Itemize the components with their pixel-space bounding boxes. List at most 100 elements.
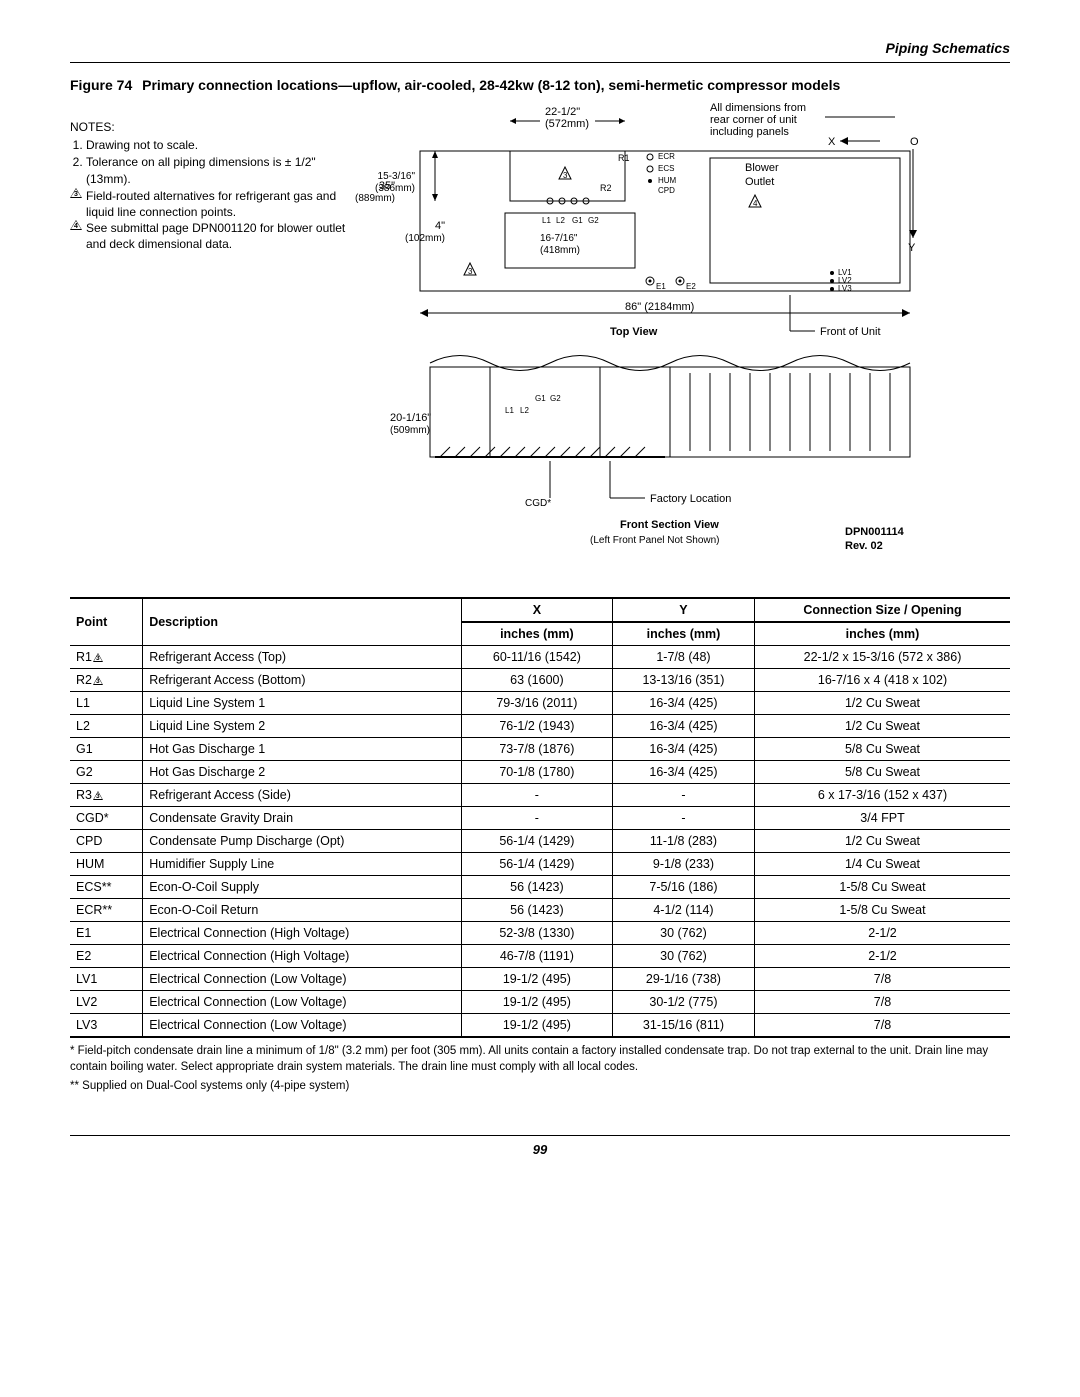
cell-x: 56 (1423): [461, 876, 612, 899]
cell-point: LV3: [70, 1014, 143, 1038]
cell-point: CPD: [70, 830, 143, 853]
label-factory: Factory Location: [650, 493, 731, 505]
cell-x: 56-1/4 (1429): [461, 853, 612, 876]
notes-heading: NOTES:: [70, 119, 360, 135]
tri-icon: 3: [93, 653, 103, 662]
cell-y: 9-1/8 (233): [612, 853, 754, 876]
label-l1: L1: [542, 216, 551, 225]
tri-icon: 3: [93, 791, 103, 800]
cell-x: -: [461, 784, 612, 807]
th-desc: Description: [143, 598, 462, 646]
table-row: LV3Electrical Connection (Low Voltage)19…: [70, 1014, 1010, 1038]
table-row: G1Hot Gas Discharge 173-7/8 (1876)16-3/4…: [70, 738, 1010, 761]
cell-conn: 1/2 Cu Sweat: [755, 715, 1011, 738]
cell-y: 30 (762): [612, 922, 754, 945]
cell-conn: 5/8 Cu Sweat: [755, 738, 1011, 761]
cell-conn: 2-1/2: [755, 945, 1011, 968]
label-r1: R1: [618, 153, 630, 163]
cell-x: 60-11/16 (1542): [461, 646, 612, 669]
cell-y: 16-3/4 (425): [612, 738, 754, 761]
cell-conn: 1-5/8 Cu Sweat: [755, 899, 1011, 922]
label-e2: E2: [686, 282, 696, 291]
cell-y: 1-7/8 (48): [612, 646, 754, 669]
table-row: G2Hot Gas Discharge 270-1/8 (1780)16-3/4…: [70, 761, 1010, 784]
table-row: LV1Electrical Connection (Low Voltage)19…: [70, 968, 1010, 991]
table-row: HUMHumidifier Supply Line56-1/4 (1429)9-…: [70, 853, 1010, 876]
cell-conn: 1/2 Cu Sweat: [755, 830, 1011, 853]
label-ecr: ECR: [658, 152, 675, 161]
label-blower: Blower: [745, 162, 779, 174]
cell-x: 19-1/2 (495): [461, 1014, 612, 1038]
cell-x: 70-1/8 (1780): [461, 761, 612, 784]
label-g1: G1: [572, 216, 583, 225]
table-row: R33Refrigerant Access (Side)--6 x 17-3/1…: [70, 784, 1010, 807]
cell-desc: Refrigerant Access (Side): [143, 784, 462, 807]
rev: Rev. 02: [845, 540, 883, 552]
top-view-label: Top View: [610, 326, 658, 338]
cell-y: 4-1/2 (114): [612, 899, 754, 922]
label-o: O: [910, 136, 919, 148]
label-e1: E1: [656, 282, 666, 291]
label-cgd-f: CGD*: [525, 498, 551, 509]
cell-x: -: [461, 807, 612, 830]
label-cpd: CPD: [658, 186, 675, 195]
label-lv3: LV3: [838, 284, 852, 293]
cell-desc: Refrigerant Access (Bottom): [143, 669, 462, 692]
cell-point: R33: [70, 784, 143, 807]
dim-35: 35": [379, 180, 395, 192]
table-row: CPDCondensate Pump Discharge (Opt)56-1/4…: [70, 830, 1010, 853]
cell-x: 46-7/8 (1191): [461, 945, 612, 968]
footnote-1: * Field-pitch condensate drain line a mi…: [70, 1044, 1010, 1075]
page-number: 99: [70, 1142, 1010, 1157]
connections-table: Point Description X Y Connection Size / …: [70, 597, 1010, 1038]
dpn: DPN001114: [845, 526, 905, 538]
cell-point: LV2: [70, 991, 143, 1014]
cell-point: LV1: [70, 968, 143, 991]
label-r2: R2: [600, 183, 612, 193]
dim-102: (102mm): [405, 233, 445, 244]
label-l2: L2: [556, 216, 565, 225]
dim-16-716: 16-7/16": [540, 233, 578, 244]
label-l2-f: L2: [520, 406, 529, 415]
cell-y: 29-1/16 (738): [612, 968, 754, 991]
th-conn: Connection Size / Opening: [755, 598, 1011, 622]
dim-86: 86" (2184mm): [625, 301, 694, 313]
table-row: L1Liquid Line System 179-3/16 (2011)16-3…: [70, 692, 1010, 715]
dim-572: (572mm): [545, 118, 589, 130]
dim-509: (509mm): [390, 425, 430, 436]
cell-point: HUM: [70, 853, 143, 876]
cell-y: 7-5/16 (186): [612, 876, 754, 899]
cell-conn: 1/4 Cu Sweat: [755, 853, 1011, 876]
note-2: Tolerance on all piping dimensions is ± …: [86, 154, 360, 186]
cell-x: 76-1/2 (1943): [461, 715, 612, 738]
table-row: LV2Electrical Connection (Low Voltage)19…: [70, 991, 1010, 1014]
cell-point: R13: [70, 646, 143, 669]
label-y: Y: [908, 242, 916, 254]
cell-y: -: [612, 807, 754, 830]
cell-conn: 7/8: [755, 1014, 1011, 1038]
cell-desc: Econ-O-Coil Supply: [143, 876, 462, 899]
front-unit-label: Front of Unit: [820, 326, 881, 338]
footnote-2: ** Supplied on Dual-Cool systems only (4…: [70, 1079, 1010, 1095]
cell-desc: Condensate Pump Discharge (Opt): [143, 830, 462, 853]
cell-desc: Liquid Line System 1: [143, 692, 462, 715]
front-view-sub: (Left Front Panel Not Shown): [590, 535, 720, 546]
cell-point: L2: [70, 715, 143, 738]
cell-x: 19-1/2 (495): [461, 991, 612, 1014]
cell-y: 30 (762): [612, 945, 754, 968]
table-row: ECR**Econ-O-Coil Return56 (1423)4-1/2 (1…: [70, 899, 1010, 922]
cell-conn: 1-5/8 Cu Sweat: [755, 876, 1011, 899]
cell-x: 56-1/4 (1429): [461, 830, 612, 853]
table-row: ECS**Econ-O-Coil Supply56 (1423)7-5/16 (…: [70, 876, 1010, 899]
cell-x: 63 (1600): [461, 669, 612, 692]
note-4-tri: 4: [70, 220, 82, 230]
cell-desc: Condensate Gravity Drain: [143, 807, 462, 830]
dim-20-116: 20-1/16": [390, 412, 431, 424]
tri4: 4: [753, 199, 758, 208]
dim-22-12: 22-1/2": [545, 106, 580, 118]
label-g1-f: G1: [535, 394, 546, 403]
cell-conn: 6 x 17-3/16 (152 x 437): [755, 784, 1011, 807]
section-header: Piping Schematics: [70, 40, 1010, 56]
note-3: Field-routed alternatives for refrigeran…: [86, 188, 360, 220]
label-ecs: ECS: [658, 164, 674, 173]
